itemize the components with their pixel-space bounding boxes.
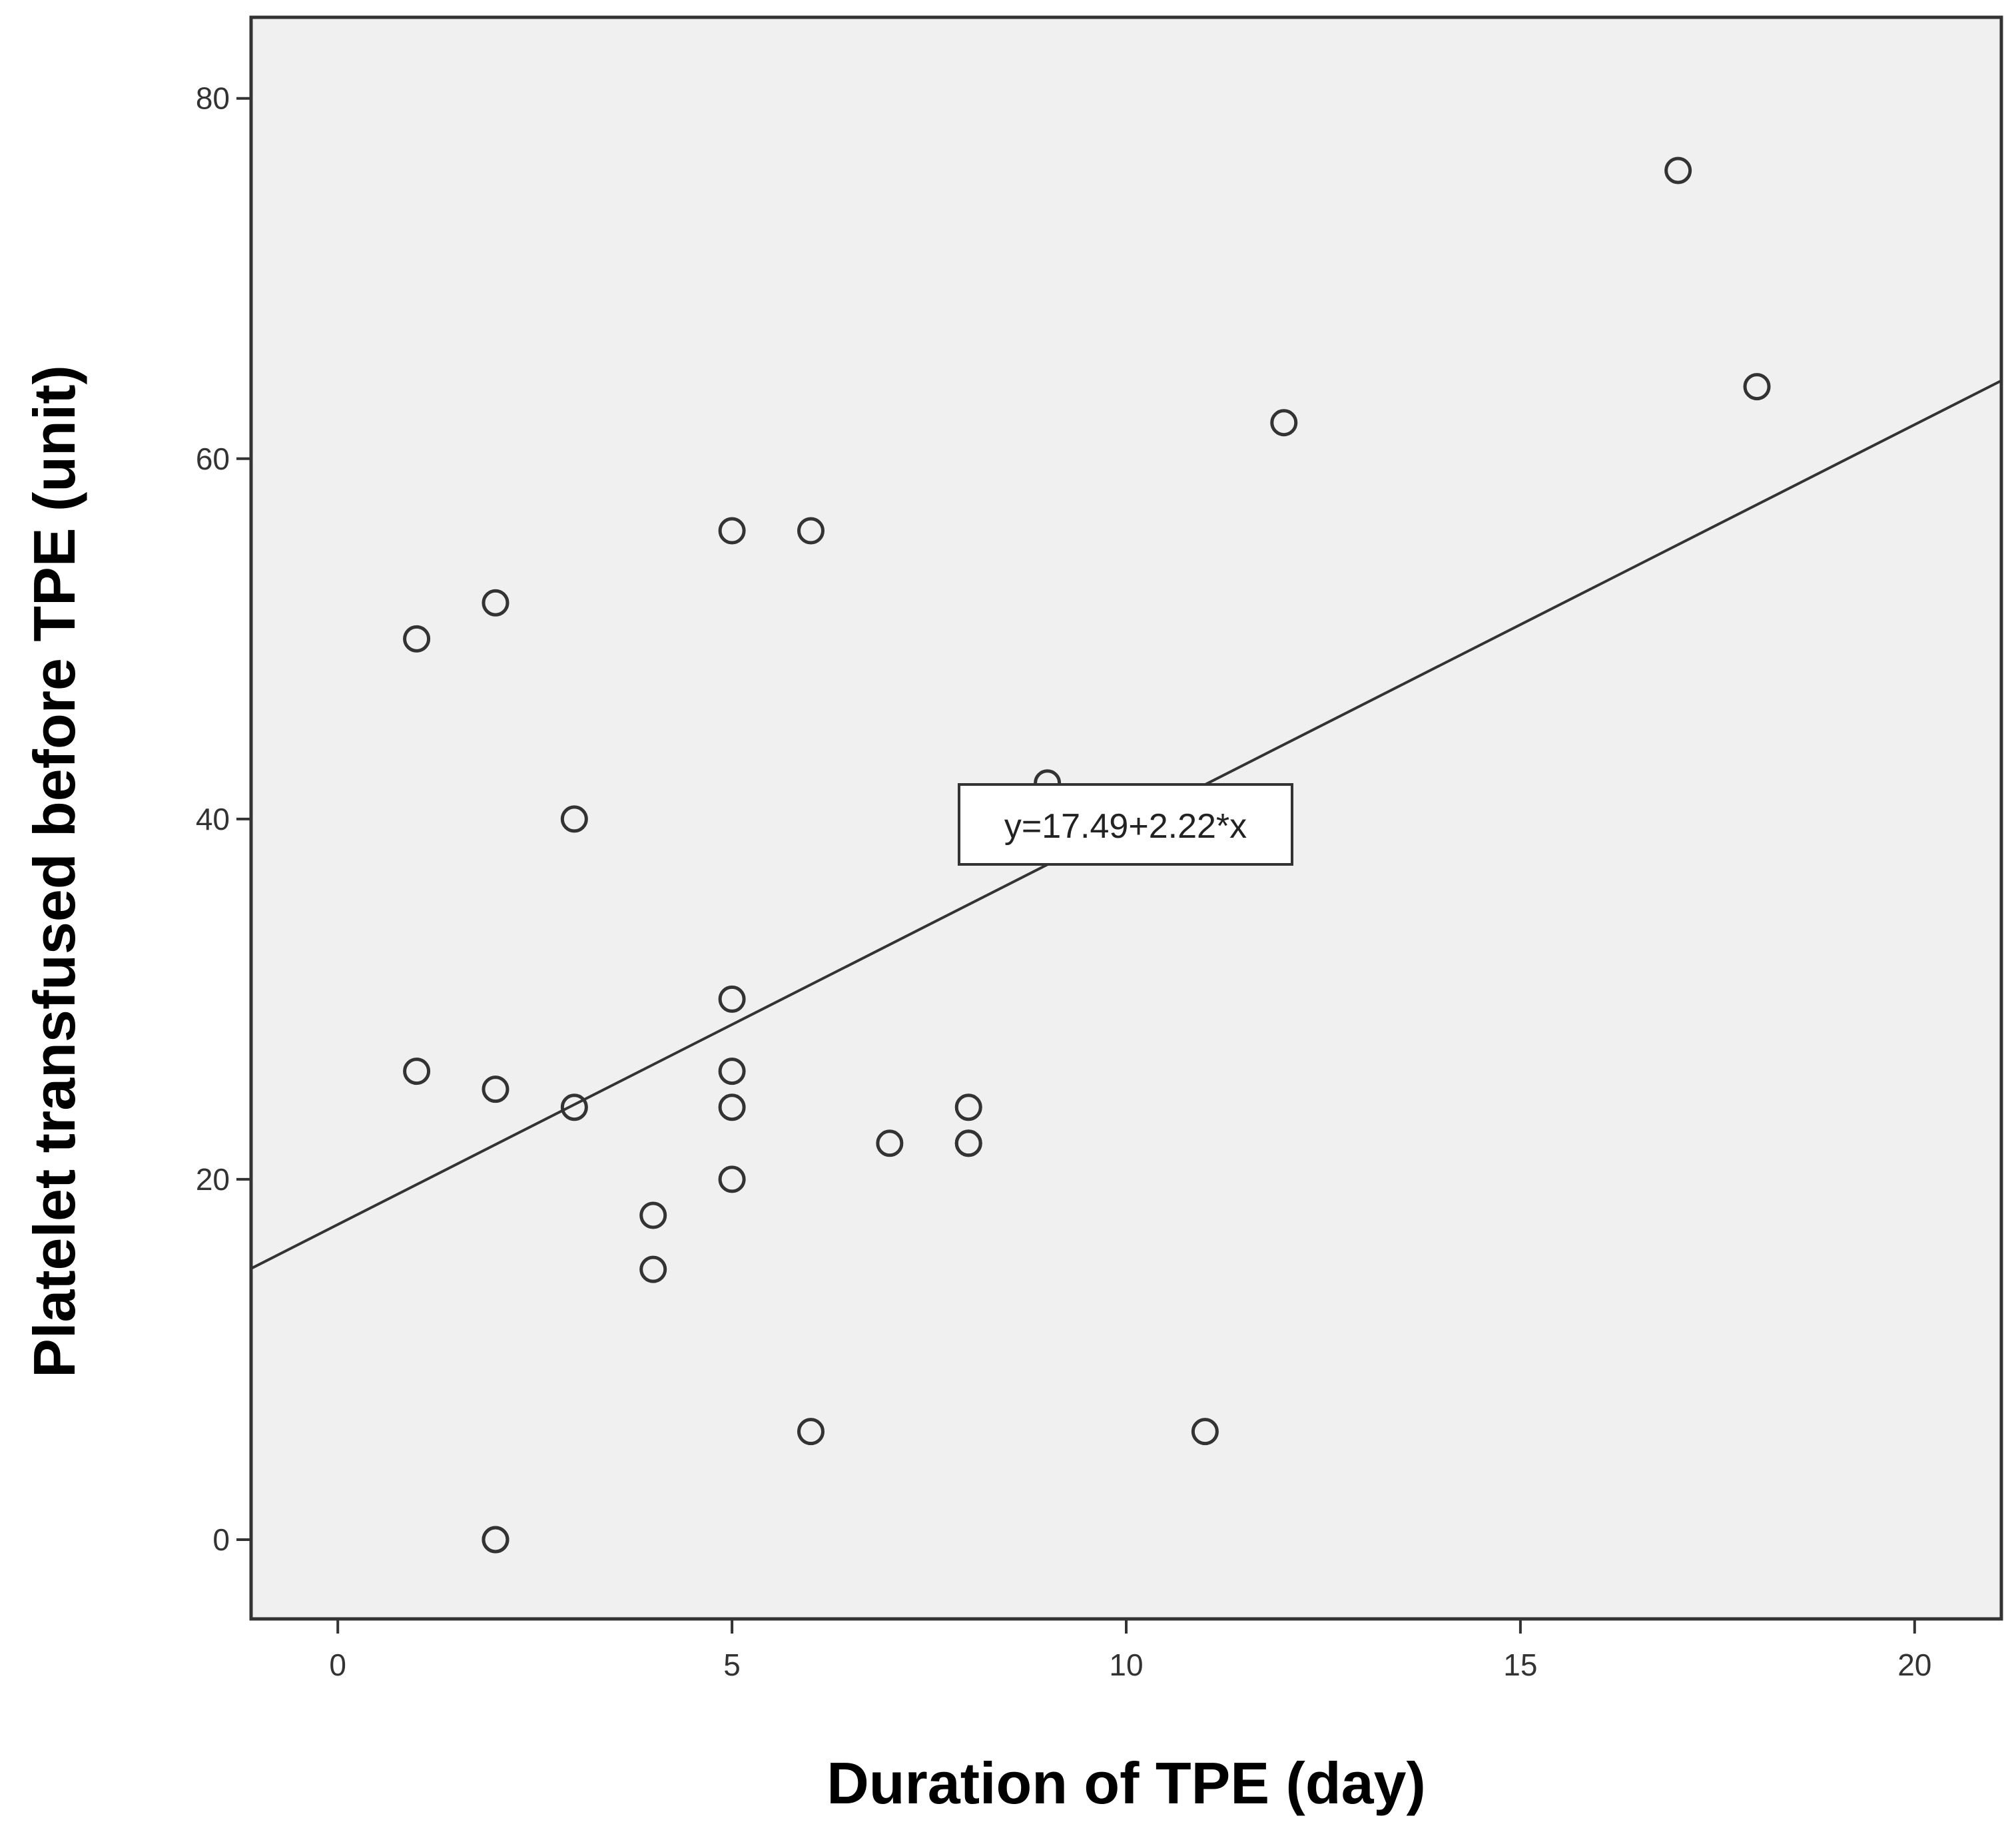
x-axis-ticks: 0 5 10 15 20: [329, 1619, 1931, 1682]
data-point: [718, 1058, 746, 1085]
data-point: [482, 1526, 509, 1554]
y-axis-ticks: 0 20 40 60 80: [196, 81, 251, 1557]
data-point: [954, 1093, 982, 1121]
data-point: [718, 517, 746, 545]
y-tick-label: 20: [196, 1162, 230, 1197]
x-tick-label: 20: [1897, 1648, 1931, 1682]
data-point: [797, 517, 825, 545]
data-point: [1664, 156, 1692, 184]
data-point: [482, 1075, 509, 1103]
x-axis-title: Duration of TPE (day): [827, 1750, 1426, 1816]
data-point: [1743, 373, 1771, 401]
data-points: [403, 156, 1771, 1554]
y-tick-label: 40: [196, 802, 230, 836]
equation-annotation: y=17.49+2.22*x: [958, 783, 1293, 866]
y-tick-label: 0: [212, 1522, 230, 1557]
equation-label: y=17.49+2.22*x: [1004, 807, 1247, 846]
data-point: [639, 1201, 667, 1229]
data-point: [876, 1129, 904, 1157]
y-tick-label: 80: [196, 81, 230, 116]
data-point: [560, 1093, 588, 1121]
x-tick-label: 0: [329, 1648, 346, 1682]
data-point: [718, 1093, 746, 1121]
data-point: [1270, 409, 1298, 437]
x-tick-label: 15: [1503, 1648, 1537, 1682]
data-point: [797, 1418, 825, 1446]
data-point: [403, 625, 431, 653]
data-point: [718, 985, 746, 1013]
data-point: [1191, 1418, 1219, 1446]
data-point: [718, 1165, 746, 1193]
data-point: [482, 589, 509, 617]
x-tick-label: 5: [723, 1648, 741, 1682]
x-tick-label: 10: [1109, 1648, 1143, 1682]
data-point: [954, 1129, 982, 1157]
equation-box: [958, 783, 1293, 866]
data-point: [403, 1058, 431, 1085]
data-point: [560, 805, 588, 833]
y-tick-label: 60: [196, 442, 230, 476]
data-point: [639, 1255, 667, 1283]
y-axis-title: Platelet transfused before TPE (unit): [21, 365, 87, 1378]
